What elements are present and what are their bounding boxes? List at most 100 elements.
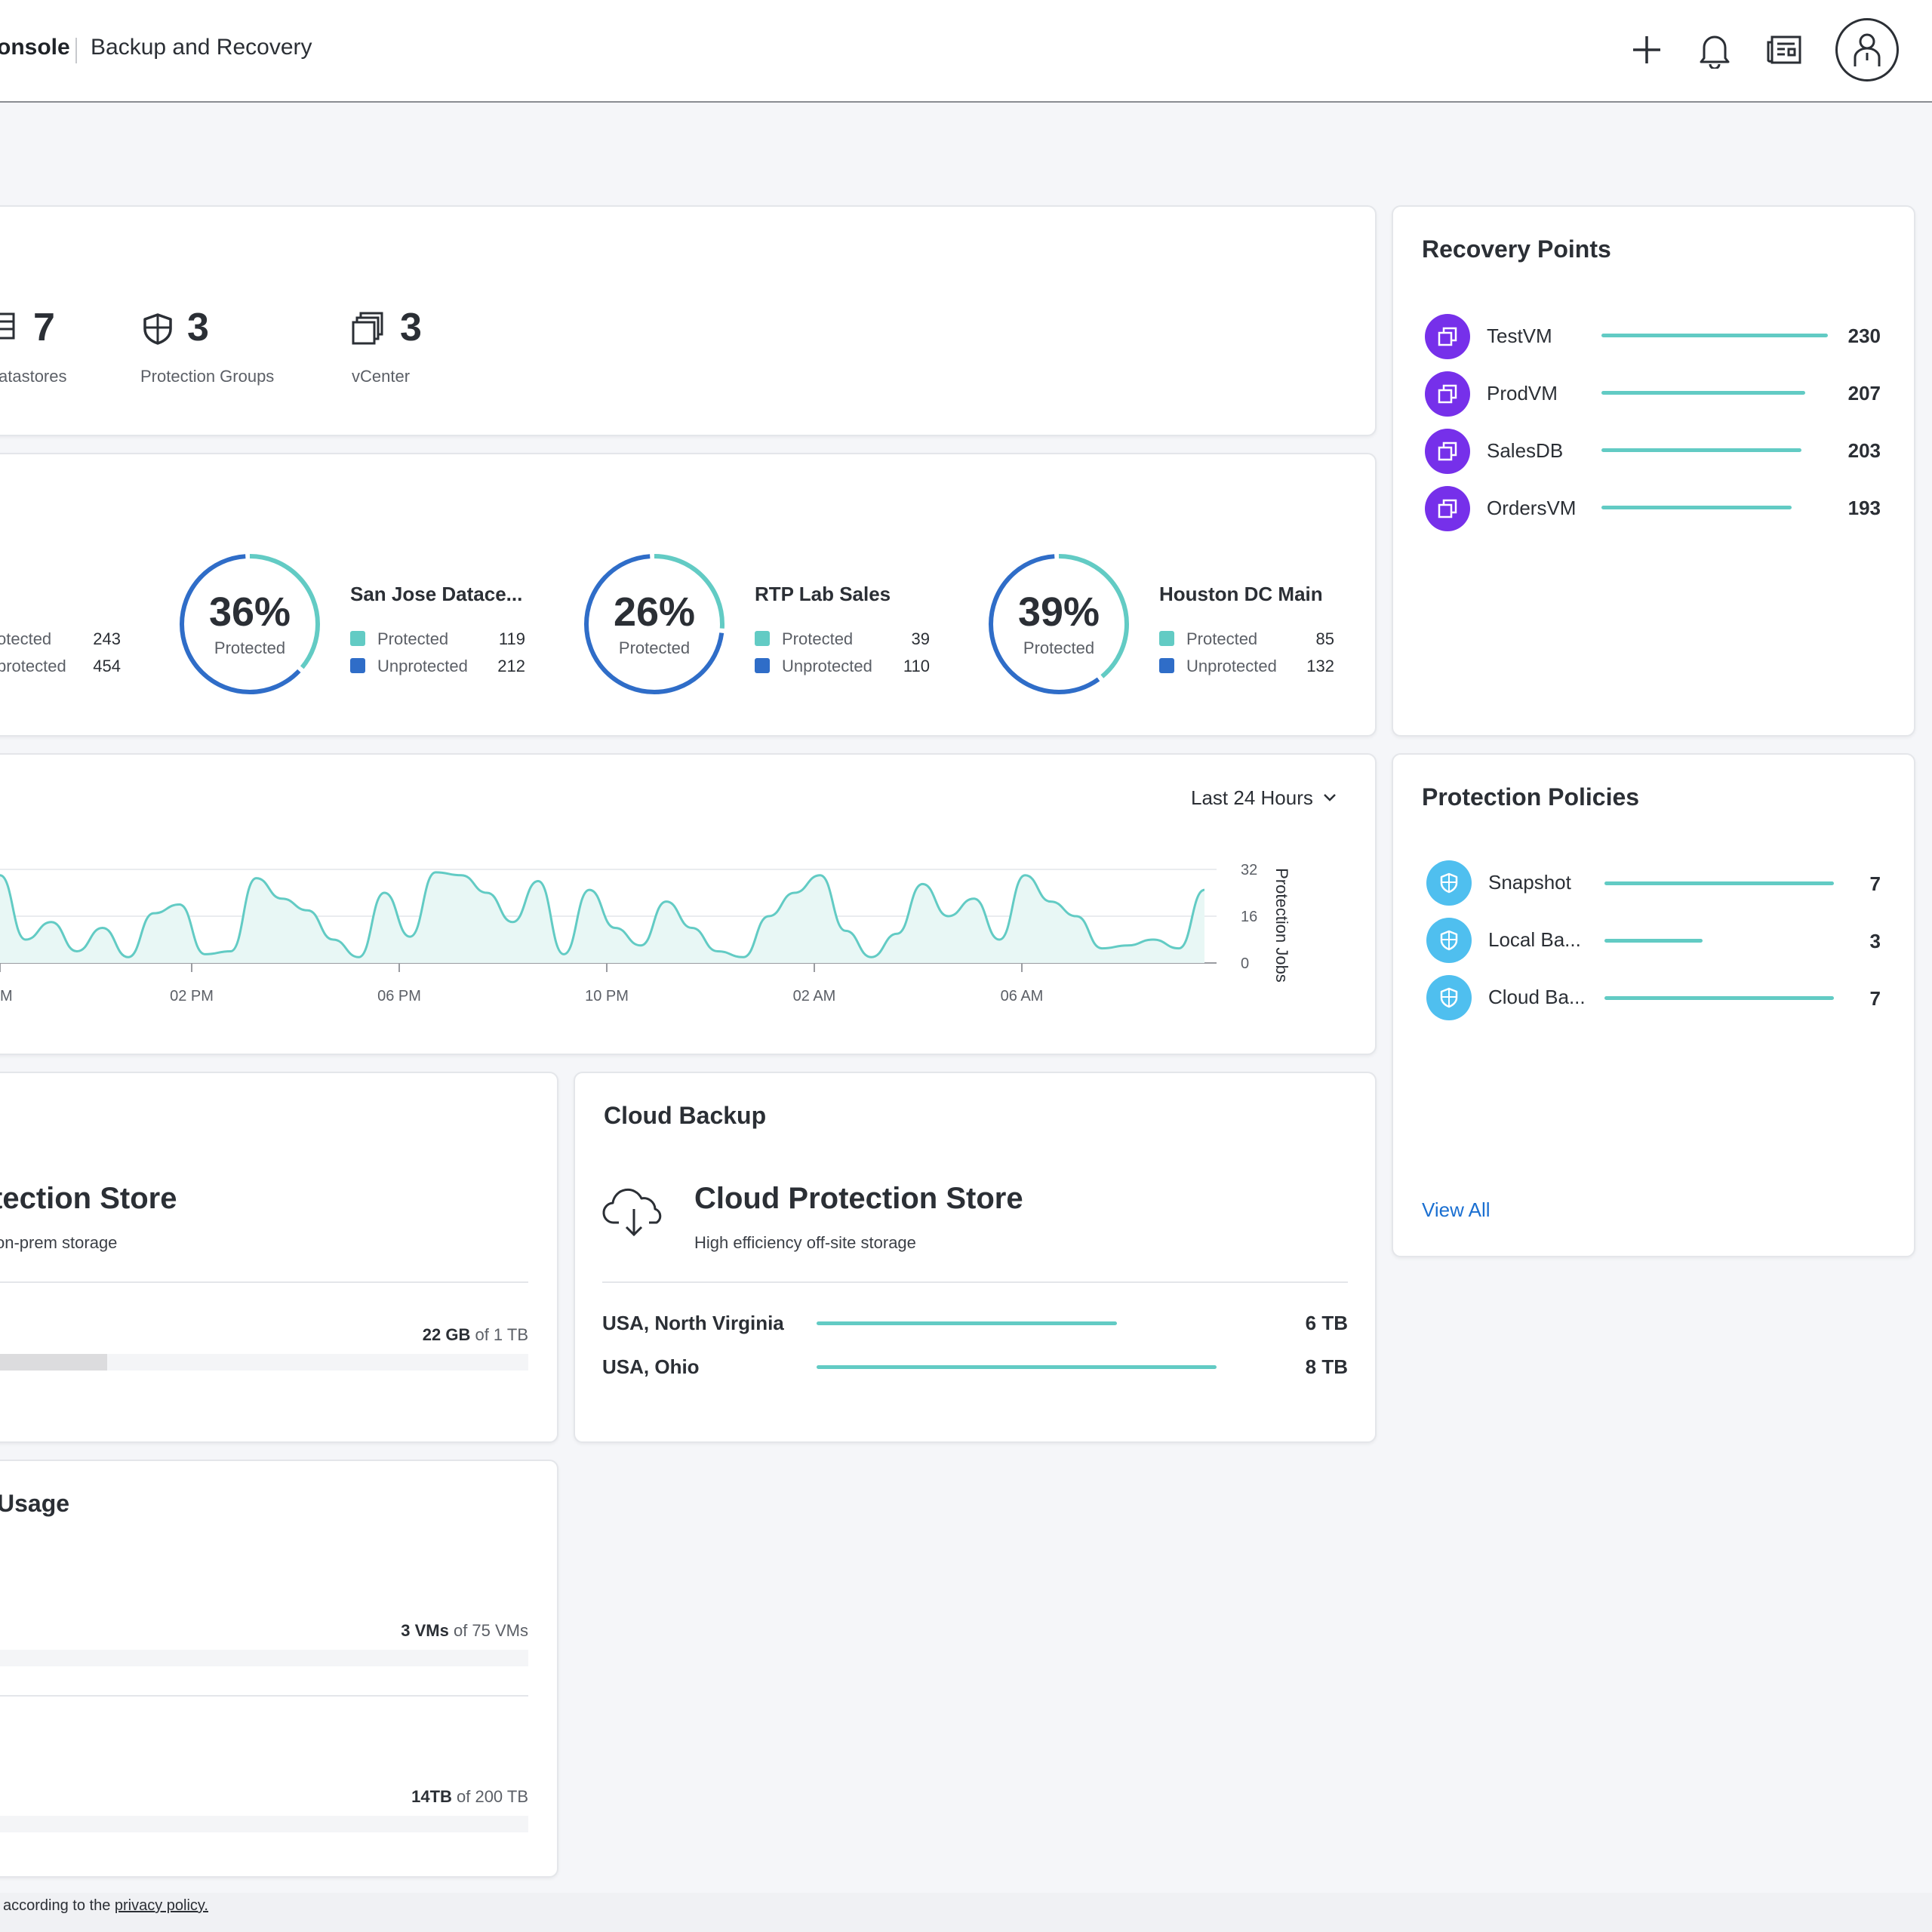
divider [0, 1695, 528, 1697]
policy-label: Local Ba... [1488, 928, 1581, 951]
policy-label: Cloud Ba... [1488, 986, 1586, 1008]
vcenter-icon [352, 312, 383, 345]
y-tick-label: 32 [1241, 862, 1257, 878]
app-title: Backup and Recovery [91, 35, 312, 60]
capacity-usage-text: 14TB of 200 TB [411, 1787, 528, 1806]
protection-jobs-card [0, 753, 1377, 1055]
user-icon [1854, 33, 1881, 66]
unprotected-value: 132 [1306, 657, 1334, 675]
series-line [0, 871, 1205, 958]
recovery-point-value: 230 [1847, 325, 1881, 347]
cloud-location-bar [817, 1365, 1217, 1369]
user-avatar-button[interactable] [1835, 18, 1899, 82]
bell-icon [1700, 35, 1730, 69]
protected-swatch [1159, 631, 1174, 646]
policy-value: 7 [1869, 872, 1881, 895]
site-percent-caption: Protected [1023, 638, 1095, 657]
x-tick-label: 06 PM [377, 988, 421, 1004]
site-percent: 39% [1017, 589, 1100, 635]
usage-title: Usage [0, 1490, 70, 1517]
unprotected-arc [989, 554, 1129, 694]
news-button[interactable] [1761, 27, 1807, 72]
partial-unprotected-value: 454 [93, 657, 121, 675]
protected-label: Protected [1186, 629, 1258, 648]
capacity-usage-track [0, 1816, 528, 1832]
recovery-point-bar [1601, 506, 1792, 509]
cloud-location-value: 8 TB [1305, 1355, 1348, 1378]
recovery-point-value: 207 [1847, 382, 1881, 405]
site-percent-caption: Protected [618, 638, 691, 657]
cloud-location-value: 6 TB [1305, 1312, 1348, 1334]
datastores-label: atastores [0, 367, 67, 386]
recovery-points-title: Recovery Points [1422, 235, 1611, 263]
site-donut-chart [584, 554, 724, 694]
policy-bar [1604, 996, 1834, 1000]
site-percent-caption: Protected [214, 638, 286, 657]
protected-label: Protected [377, 629, 449, 648]
series-area [0, 872, 1204, 963]
policy-label: Snapshot [1488, 871, 1571, 894]
vcenter-label: vCenter [352, 367, 411, 386]
app-header: onsole Backup and Recovery [0, 0, 1932, 103]
recovery-point-label: SalesDB [1487, 439, 1564, 462]
shield-icon [143, 313, 172, 345]
protected-value: 119 [498, 629, 525, 648]
partial-protected-value: 243 [93, 629, 121, 648]
unprotected-value: 110 [903, 657, 930, 675]
view-all-link[interactable]: View All [1422, 1198, 1491, 1221]
x-tick-label: 10 PM [585, 988, 629, 1004]
policy-value: 7 [1869, 987, 1881, 1010]
protection-groups-count: 3 [187, 306, 209, 349]
unprotected-label: Unprotected [782, 657, 872, 675]
protection-jobs-chart: 32 16 0 M 02 PM 06 PM 10 PM 02 AM 06 AM [0, 862, 1257, 1004]
y-tick-label: 16 [1241, 909, 1257, 925]
unprotected-value: 212 [497, 657, 525, 675]
time-range-dropdown[interactable]: Last 24 Hours [1191, 785, 1337, 811]
brand-label: onsole [0, 35, 70, 60]
vcenter-count: 3 [400, 306, 422, 349]
notifications-button[interactable] [1692, 27, 1737, 72]
unprotected-swatch [350, 658, 365, 673]
add-button[interactable] [1624, 27, 1669, 72]
vm-icon [1425, 486, 1470, 531]
site-name: RTP Lab Sales [755, 583, 891, 605]
policy-shield-icon [1426, 918, 1472, 963]
local-backup-card [0, 1072, 558, 1443]
vm-icon [1425, 314, 1470, 359]
vm-icon [1425, 371, 1470, 417]
recovery-point-value: 193 [1847, 497, 1881, 519]
cloud-backup-title: Cloud Backup [604, 1102, 767, 1129]
recovery-point-bar [1601, 334, 1828, 337]
local-store-usage-track [0, 1354, 528, 1371]
local-store-title: tection Store [0, 1182, 177, 1215]
protection-policies-title: Protection Policies [1422, 783, 1640, 811]
local-store-usage: 22 GB of 1 TB [422, 1325, 528, 1344]
footer-text: l according to the privacy policy. [0, 1897, 208, 1914]
recovery-point-bar [1601, 448, 1801, 452]
policy-shield-icon [1426, 975, 1472, 1020]
chart-ylabel: Protection Jobs [1272, 868, 1291, 983]
protected-swatch [350, 631, 365, 646]
recovery-point-label: OrdersVM [1487, 497, 1577, 519]
partial-protected-label: otected [0, 629, 52, 648]
divider [0, 1281, 528, 1283]
policy-bar [1604, 939, 1703, 943]
site-donut-chart [180, 554, 320, 694]
policy-value: 3 [1869, 930, 1881, 952]
protection-policies-card [1392, 753, 1915, 1257]
newspaper-icon [1767, 35, 1801, 64]
x-tick-label: M [0, 988, 13, 1004]
protected-value: 39 [911, 629, 930, 648]
policy-shield-icon [1426, 860, 1472, 906]
privacy-policy-link[interactable]: privacy policy. [114, 1897, 208, 1914]
partial-unprotected-label: protected [0, 657, 66, 675]
time-range-label: Last 24 Hours [1191, 786, 1313, 809]
site-donut-chart [989, 554, 1129, 694]
unprotected-swatch [1159, 658, 1174, 673]
recovery-points-card [1392, 205, 1915, 737]
protected-value: 85 [1315, 629, 1334, 648]
vm-icon [1425, 429, 1470, 474]
x-tick-label: 06 AM [1001, 988, 1044, 1004]
divider [602, 1281, 1348, 1283]
protected-arc [989, 554, 1129, 694]
